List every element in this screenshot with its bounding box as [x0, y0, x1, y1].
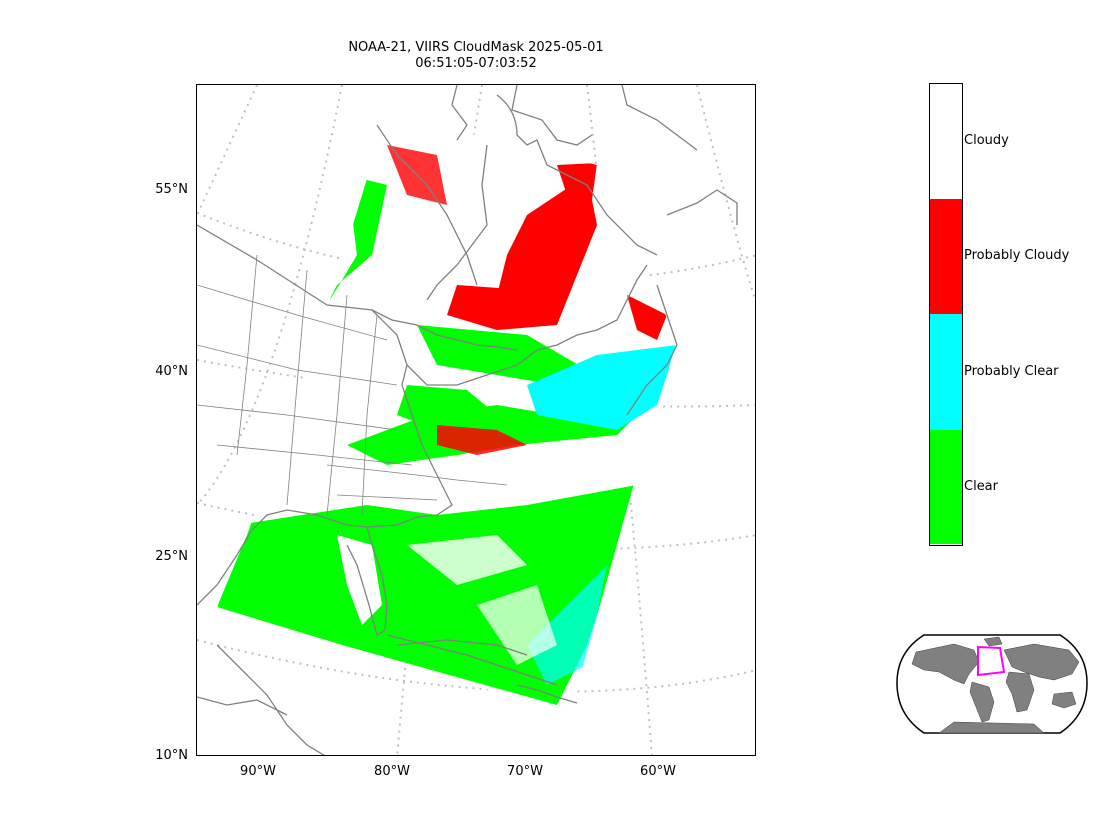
lon-label-60w: 60°W: [640, 764, 676, 779]
legend-label-clear: Clear: [964, 479, 998, 494]
legend-label-probably-clear: Probably Clear: [964, 364, 1059, 379]
lon-label-70w: 70°W: [507, 764, 543, 779]
cloud-mask-map[interactable]: [196, 84, 756, 756]
state-borders: [197, 254, 508, 516]
lat-label-10n: 10°N: [155, 748, 188, 763]
lat-label-55n: 55°N: [155, 182, 188, 197]
cloud-mask-swath: [217, 113, 677, 707]
lon-label-90w: 90°W: [240, 764, 276, 779]
legend-label-cloudy: Cloudy: [964, 133, 1009, 148]
map-title-line-2: 06:51:05-07:03:52: [415, 56, 537, 71]
legend-label-probably-cloudy: Probably Cloudy: [964, 248, 1070, 263]
legend-swatch-probably-cloudy: [930, 199, 962, 314]
global-locator-inset: [894, 632, 1090, 738]
map-title-line-1: NOAA-21, VIIRS CloudMask 2025-05-01: [348, 40, 604, 55]
inset-globe: [896, 634, 1088, 734]
legend-swatch-probably-clear: [930, 314, 962, 430]
legend-swatch-clear: [930, 430, 962, 544]
category-legend: [929, 83, 963, 546]
lon-label-80w: 80°W: [374, 764, 410, 779]
legend-swatch-cloudy: [930, 84, 962, 199]
map-canvas: [197, 85, 755, 755]
coastlines: [197, 85, 738, 755]
lat-label-40n: 40°N: [155, 364, 188, 379]
lat-label-25n: 25°N: [155, 549, 188, 564]
